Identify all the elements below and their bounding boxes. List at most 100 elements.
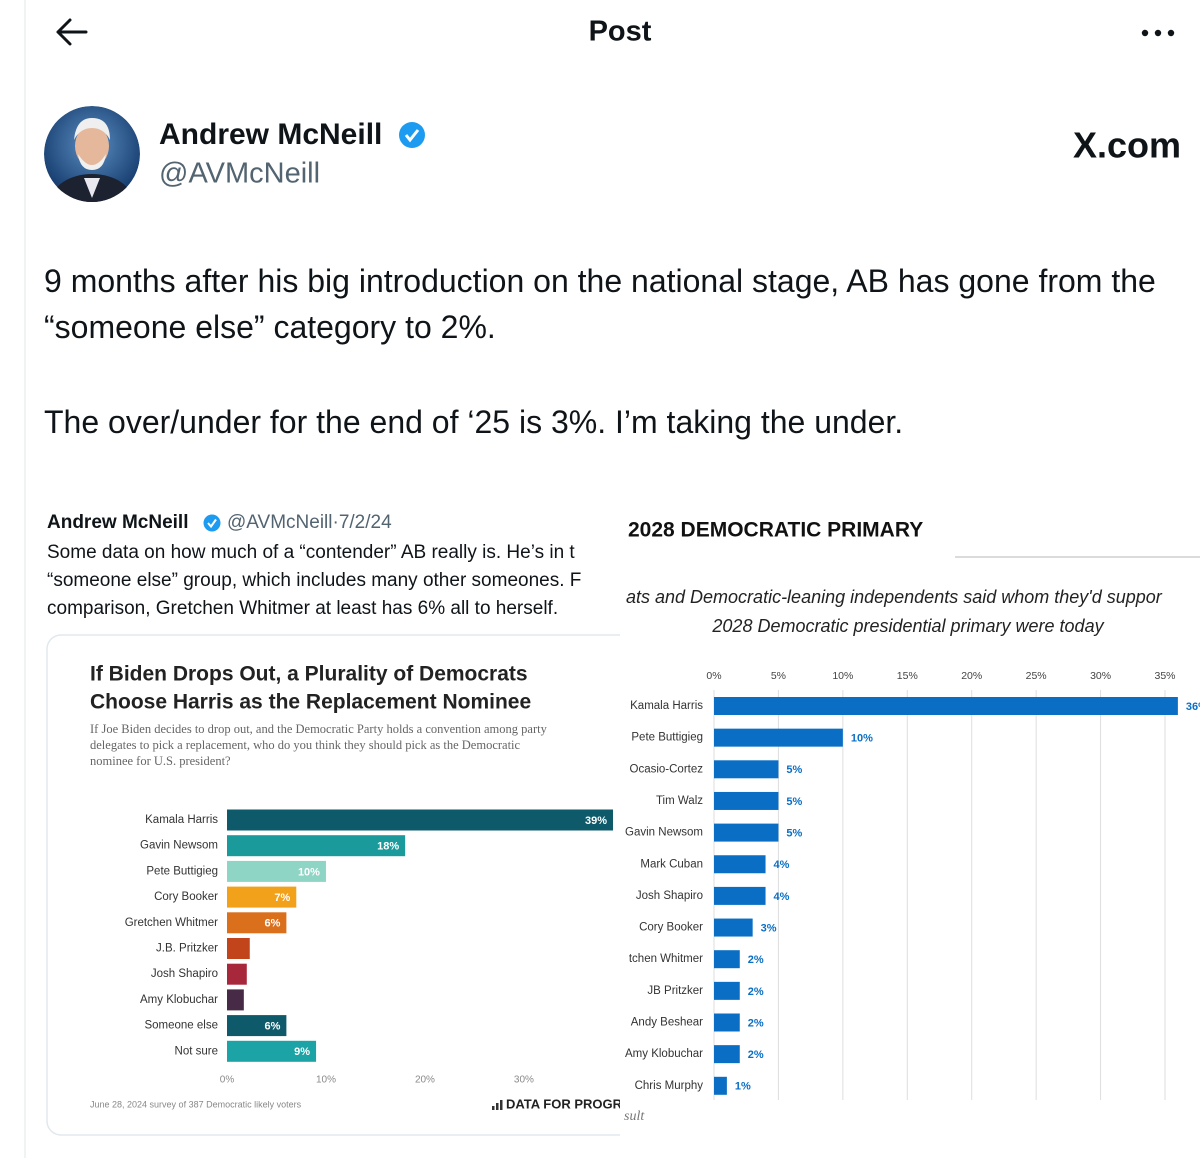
y-tick-label: JB Pritzker [647, 985, 703, 997]
value-label: 4% [774, 859, 790, 871]
bar [227, 809, 613, 831]
y-tick-label: Josh Shapiro [636, 890, 703, 902]
post-text: 9 months after his big introduction on t… [44, 263, 1156, 345]
bar [227, 963, 247, 985]
value-label: 10% [298, 866, 320, 878]
quote-line: comparison, Gretchen Whitmer at least ha… [47, 598, 558, 619]
chart-subtitle: ats and Democratic-leaning independents … [626, 587, 1163, 607]
avatar[interactable] [44, 106, 140, 226]
bar [227, 886, 297, 908]
bar [227, 989, 244, 1011]
watermark: X.com [1073, 125, 1181, 166]
bar [714, 760, 779, 779]
value-label: 6% [264, 1021, 280, 1033]
author-name[interactable]: Andrew McNeill [159, 118, 382, 151]
bar [714, 728, 843, 747]
chart-2: 2028 DEMOCRATIC PRIMARY ats and Democrati… [624, 519, 1200, 1125]
quote-handle-date: @AVMcNeill·7/2/24 [227, 512, 392, 533]
post-text: The over/under for the end of ‘25 is 3%.… [44, 404, 904, 440]
value-label: 36% [1186, 701, 1200, 713]
source-icon-bar [492, 1106, 495, 1110]
more-button[interactable] [1141, 29, 1175, 37]
x-tick-label: 10% [316, 1075, 336, 1086]
x-tick-label: 20% [415, 1075, 435, 1086]
y-tick-label: Someone else [144, 1020, 218, 1032]
quote-verified-badge [203, 514, 221, 532]
y-tick-label: Pete Buttigieg [146, 865, 218, 877]
value-label: 6% [264, 918, 280, 930]
value-label: 5% [786, 764, 802, 776]
y-tick-label: Tim Walz [656, 795, 703, 807]
y-tick-label: Kamala Harris [630, 700, 703, 712]
value-label: 2% [748, 1049, 764, 1061]
y-tick-label: Andy Beshear [631, 1017, 703, 1029]
value-label: 4% [774, 891, 790, 903]
chart-source: DATA FOR PROGRES [506, 1096, 640, 1111]
y-tick-label: Gavin Newsom [140, 840, 218, 852]
y-tick-label: Gavin Newsom [625, 827, 703, 839]
value-label: 3% [761, 922, 777, 934]
y-tick-label: Cory Booker [639, 922, 703, 934]
chart-subtitle: delegates to pick a replacement, who do … [90, 738, 521, 752]
value-label: 18% [377, 841, 399, 853]
chart-title: Choose Harris as the Replacement Nominee [90, 691, 531, 714]
chart-note: June 28, 2024 survey of 387 Democratic l… [90, 1099, 302, 1109]
author-handle[interactable]: @AVMcNeill [159, 158, 320, 190]
value-label: 10% [851, 733, 873, 745]
value-label: 1% [735, 1081, 751, 1093]
x-tick-label: 0% [706, 670, 721, 682]
x-tick-label: 15% [897, 670, 918, 682]
source-icon-bar [496, 1103, 499, 1110]
chart-subtitle: 2028 Democratic presidential primary wer… [711, 616, 1104, 636]
value-label: 7% [274, 892, 290, 904]
value-label: 2% [748, 986, 764, 998]
y-tick-label: Kamala Harris [145, 814, 218, 826]
y-tick-label: Not sure [175, 1045, 218, 1057]
x-tick-label: 35% [1154, 670, 1175, 682]
y-tick-label: Ocasio-Cortez [630, 763, 704, 775]
bar [714, 1076, 727, 1095]
y-tick-label: Amy Klobuchar [140, 994, 218, 1006]
bar [714, 918, 753, 937]
value-label: 2% [748, 954, 764, 966]
chart-note: sult [624, 1109, 645, 1124]
chart-subtitle: If Joe Biden decides to drop out, and th… [90, 722, 548, 736]
y-tick-label: Amy Klobuchar [625, 1048, 703, 1060]
bar [227, 860, 326, 882]
value-label: 9% [294, 1046, 310, 1058]
chart-subtitle: nominee for U.S. president? [90, 754, 231, 768]
bar [714, 855, 766, 874]
y-tick-label: Pete Buttigieg [631, 732, 703, 744]
x-tick-label: 30% [514, 1075, 534, 1086]
bar [714, 791, 779, 810]
y-tick-label: Mark Cuban [640, 858, 703, 870]
y-tick-label: Cory Booker [154, 891, 218, 903]
y-tick-label: Josh Shapiro [151, 968, 218, 980]
bar [227, 938, 250, 959]
chart-1: If Biden Drops Out, a Plurality of Democ… [90, 663, 640, 1112]
quote-line: “someone else” group, which includes man… [47, 570, 581, 591]
x-tick-label: 30% [1090, 670, 1111, 682]
back-button[interactable] [56, 18, 88, 46]
bar [714, 1045, 740, 1064]
value-label: 39% [585, 815, 607, 827]
chart-2-background [620, 495, 1200, 1140]
x-tick-label: 20% [961, 670, 982, 682]
y-tick-label: J.B. Pritzker [156, 943, 218, 955]
value-label: 2% [748, 1017, 764, 1029]
x-tick-label: 5% [771, 670, 786, 682]
bar [227, 835, 406, 857]
bar [714, 981, 740, 1000]
bar [714, 823, 779, 842]
x-tick-label: 25% [1026, 670, 1047, 682]
source-icon [492, 1100, 503, 1110]
value-label: 5% [786, 828, 802, 840]
bar [227, 912, 287, 934]
bar [714, 1013, 740, 1032]
bar [714, 697, 1178, 715]
y-tick-label: Chris Murphy [635, 1080, 704, 1092]
chart-title: If Biden Drops Out, a Plurality of Democ… [90, 663, 528, 686]
quote-author-name: Andrew McNeill [47, 512, 188, 533]
bar [714, 950, 740, 969]
